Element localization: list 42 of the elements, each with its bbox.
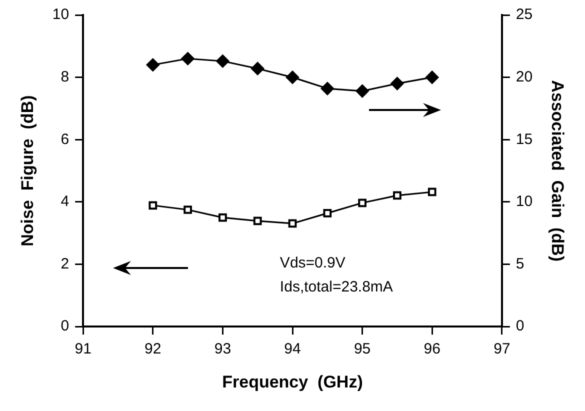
y2-tick-label: 5 xyxy=(516,255,524,272)
point xyxy=(323,208,332,218)
point xyxy=(146,58,160,72)
x-tick-label: 96 xyxy=(424,340,440,358)
y2-tick-label: 10 xyxy=(516,193,533,210)
point xyxy=(320,82,334,96)
y-tick-label: 6 xyxy=(60,130,70,148)
y2-tick-label: 15 xyxy=(516,130,533,148)
y-tick-label: 2 xyxy=(60,255,70,272)
x-tick-label: 92 xyxy=(144,340,162,358)
x-axis-title: Frequency (GHz) xyxy=(222,372,363,392)
y2-tick-label: 25 xyxy=(516,6,533,24)
y-tick-label: 8 xyxy=(60,68,70,86)
y-tick-label: 10 xyxy=(52,6,70,24)
x-tick-label: 91 xyxy=(74,340,92,358)
y2-tick-label: 20 xyxy=(516,68,533,86)
point xyxy=(181,52,194,66)
annotation: Ids,total=23.8mA xyxy=(280,278,393,296)
point xyxy=(356,84,369,98)
x-tick-label: 97 xyxy=(494,340,510,358)
y-axis-title: Noise Figure (dB) xyxy=(18,95,37,246)
x-tick-label: 93 xyxy=(214,340,232,358)
point xyxy=(184,206,192,214)
annotation: Vds=0.9V xyxy=(280,254,346,272)
y2-tick-label: 0 xyxy=(516,318,524,335)
point xyxy=(216,54,230,68)
point xyxy=(393,191,402,200)
x-tick-label: 95 xyxy=(354,340,371,358)
point xyxy=(426,70,439,84)
y-tick-label: 0 xyxy=(60,318,70,335)
point xyxy=(251,62,264,76)
y2-axis-title: Associated Gain (dB) xyxy=(548,80,568,262)
point xyxy=(148,201,158,210)
point xyxy=(253,216,262,226)
point xyxy=(390,77,404,90)
x-tick-label: 94 xyxy=(284,340,301,358)
y-tick-label: 4 xyxy=(60,193,70,210)
point xyxy=(428,188,436,196)
point xyxy=(288,219,297,228)
point xyxy=(286,70,299,84)
point xyxy=(358,198,366,208)
point xyxy=(218,213,227,222)
